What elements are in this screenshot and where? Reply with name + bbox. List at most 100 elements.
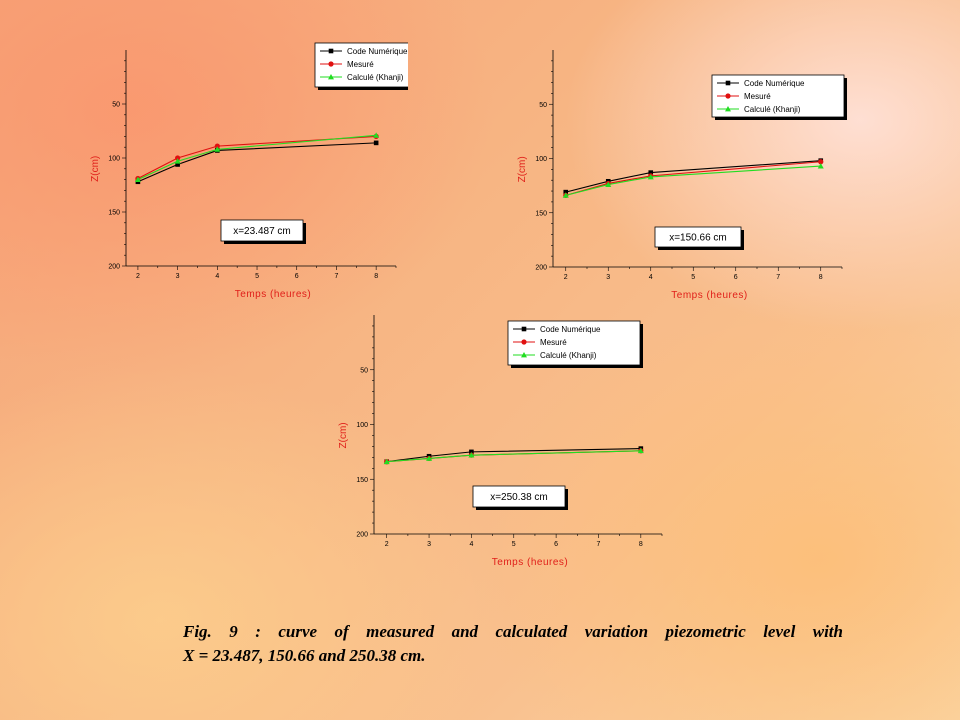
x-tick-label: 8 xyxy=(374,273,378,280)
marker-triangle xyxy=(214,146,221,152)
x-tick-label: 4 xyxy=(649,274,653,281)
x-tick-label: 5 xyxy=(691,274,695,281)
marker-triangle xyxy=(521,352,527,358)
series-1 xyxy=(384,446,644,465)
series-line xyxy=(137,142,377,183)
series-line xyxy=(565,165,821,196)
x-tick-label: 6 xyxy=(734,274,738,281)
marker-triangle xyxy=(373,132,380,138)
legend-label: Mesuré xyxy=(540,338,567,347)
annotation-label: x=250.38 cm xyxy=(490,492,548,503)
marker-circle xyxy=(214,143,220,149)
series-line xyxy=(565,161,821,196)
marker-square xyxy=(373,140,379,146)
marker-triangle xyxy=(725,106,731,112)
legend-label: Calculé (Khanji) xyxy=(540,351,597,360)
legend-label: Code Numérique xyxy=(540,325,601,334)
marker-circle xyxy=(818,159,824,165)
marker-circle xyxy=(521,339,527,345)
legend-label: Mesuré xyxy=(744,92,771,101)
legend: Code Numérique Mesuré Calculé (Khanji) xyxy=(314,42,408,90)
annotation-label: x=150.66 cm xyxy=(669,233,727,244)
legend-box xyxy=(507,320,641,366)
marker-triangle xyxy=(637,447,644,454)
marker-square xyxy=(563,189,569,195)
marker-triangle xyxy=(174,158,181,164)
series-3 xyxy=(562,163,824,198)
marker-triangle xyxy=(562,192,569,198)
x-tick-label: 7 xyxy=(597,541,601,548)
marker-circle xyxy=(175,155,181,161)
x-tick-label: 8 xyxy=(639,541,643,548)
x-tick-label: 3 xyxy=(606,274,610,281)
chart-2: 50 100 150 200 2 3 4 5 6 7 8 Temps (heures) Z(cm) Cod… xyxy=(517,50,847,301)
y-tick-label: 200 xyxy=(535,265,547,272)
marker-triangle xyxy=(647,173,654,180)
series-line xyxy=(386,448,641,463)
y-tick-label: 100 xyxy=(535,156,547,163)
marker-square xyxy=(328,48,334,54)
x-tick-label: 6 xyxy=(554,541,558,548)
series-2 xyxy=(563,159,824,198)
x-tick-label: 2 xyxy=(564,274,568,281)
series-2 xyxy=(135,133,379,182)
series-line xyxy=(137,134,377,181)
x-tick-label: 2 xyxy=(385,541,389,548)
marker-square xyxy=(469,449,474,455)
marker-square xyxy=(725,80,731,86)
marker-triangle xyxy=(426,455,433,461)
annotation: x=150.66 cm xyxy=(654,226,744,250)
x-tick-label: 5 xyxy=(255,273,259,280)
series-3 xyxy=(134,132,380,182)
marker-square xyxy=(521,326,527,332)
annotation-label: x=23.487 cm xyxy=(233,226,291,237)
annotation-box xyxy=(654,226,742,248)
y-tick-label: 150 xyxy=(535,210,547,217)
marker-triangle xyxy=(468,452,475,458)
marker-square xyxy=(175,162,180,167)
legend-label: Calculé (Khanji) xyxy=(744,105,801,114)
marker-circle xyxy=(725,93,731,99)
marker-triangle xyxy=(605,181,612,187)
x-tick-label: 3 xyxy=(427,541,431,548)
marker-triangle xyxy=(134,176,141,182)
legend-label: Mesuré xyxy=(347,60,374,69)
marker-triangle xyxy=(328,74,334,80)
y-axis-label: Z(cm) xyxy=(517,156,528,182)
x-tick-label: 4 xyxy=(215,273,219,280)
x-axis-label: Temps (heures) xyxy=(492,557,568,568)
x-tick-label: 7 xyxy=(334,273,338,280)
series-line xyxy=(386,450,641,463)
y-axis-label: Z(cm) xyxy=(90,156,101,182)
x-tick-label: 6 xyxy=(295,273,299,280)
x-tick-label: 5 xyxy=(512,541,516,548)
series-1 xyxy=(563,158,824,195)
chart-1: 50 100 150 200 2 3 4 5 6 7 8 Temps (heures) Z(cm) Cod… xyxy=(90,42,408,300)
figure-caption: Fig. 9 : curve of measured and calculate… xyxy=(183,620,843,668)
y-tick-label: 150 xyxy=(108,210,120,217)
y-axis-label: Z(cm) xyxy=(338,422,349,448)
y-tick-label: 200 xyxy=(356,532,368,539)
legend: Code Numérique Mesuré Calculé (Khanji) xyxy=(711,74,847,120)
x-tick-label: 4 xyxy=(469,541,473,548)
x-tick-label: 8 xyxy=(819,274,823,281)
marker-triangle xyxy=(817,163,824,169)
y-tick-label: 50 xyxy=(112,102,120,109)
x-axis-label: Temps (heures) xyxy=(235,289,311,300)
marker-square xyxy=(648,170,654,175)
x-tick-label: 7 xyxy=(776,274,780,281)
chart-3: 50 100 150 200 2 3 4 5 6 7 8 Temps (heures) Z(cm) Cod… xyxy=(338,315,663,568)
legend: Code Numérique Mesuré Calculé (Khanji) xyxy=(507,320,643,368)
y-tick-label: 150 xyxy=(356,477,368,484)
x-axis-label: Temps (heures) xyxy=(671,290,747,301)
y-tick-label: 200 xyxy=(108,264,120,271)
caption-line-2: X = 23.487, 150.66 and 250.38 cm. xyxy=(183,646,426,665)
annotation-box xyxy=(220,219,304,242)
legend-label: Calculé (Khanji) xyxy=(347,73,404,82)
y-tick-label: 100 xyxy=(108,156,120,163)
y-tick-label: 50 xyxy=(360,367,368,374)
legend-label: Code Numérique xyxy=(347,47,408,56)
annotation: x=23.487 cm xyxy=(220,219,306,244)
series-line xyxy=(565,160,821,193)
annotation-box xyxy=(472,485,566,508)
